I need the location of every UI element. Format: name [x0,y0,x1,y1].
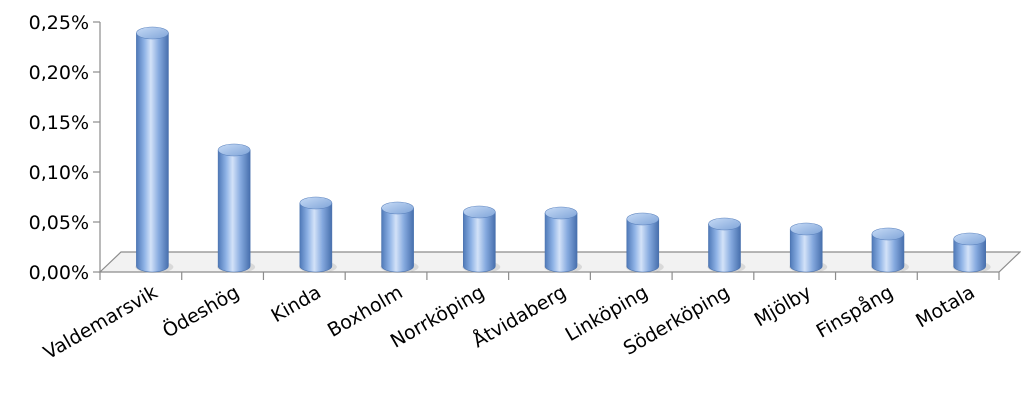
bar-cap [871,227,905,241]
y-tick-label: 0,05% [29,212,89,234]
y-tick-label: 0,20% [29,62,89,84]
bar-cap [299,196,333,210]
bar [707,217,746,273]
x-category-label: Kinda [267,281,324,327]
plot-area: 0,00% 0,05% 0,10% 0,15% 0,20% 0,25% Valdemars… [29,12,1021,364]
bar-body [136,32,169,273]
y-tick-label: 0,25% [29,12,89,34]
bar-cap [626,212,660,226]
bar [789,222,828,273]
bar [380,201,419,273]
bar [952,232,991,273]
bar-body [871,233,905,273]
bar [135,26,174,273]
bar-body [299,202,333,273]
bar [870,227,909,273]
bar-cap [544,206,578,220]
bar-cap [708,217,741,231]
y-axis-labels: 0,00% 0,05% 0,10% 0,15% 0,20% 0,25% [29,12,89,284]
bar-cap [136,26,169,40]
bar-body [953,238,986,273]
bar-body [381,207,414,273]
bar-body [217,149,251,273]
bar [462,205,501,273]
bar [298,196,337,273]
bar-body [626,218,660,273]
bar-body [789,228,823,273]
bar [625,212,664,273]
x-category-label: Motala [912,281,978,332]
bar [217,143,256,273]
bar-body [708,223,741,273]
y-tick-label: 0,00% [29,262,89,284]
bar-cap [789,222,823,236]
y-tick-label: 0,15% [29,112,89,134]
bar-cap [217,143,251,157]
x-category-label: Ödeshög [159,280,244,342]
x-category-label: Valdemarsvik [40,281,161,364]
x-axis-ticks [99,272,1000,280]
x-category-label: Åtvidaberg [468,280,570,352]
x-category-label: Mjölby [751,281,816,331]
x-category-label: Finspång [812,280,897,342]
bar-cap [953,232,986,246]
bar-body [463,211,496,273]
bar-cap [381,201,414,215]
y-tick-label: 0,10% [29,162,89,184]
y-axis-ticks [93,21,100,273]
bar-cap [463,205,496,219]
bar-body [544,212,578,273]
bar-series [135,26,991,273]
bar [544,206,583,273]
